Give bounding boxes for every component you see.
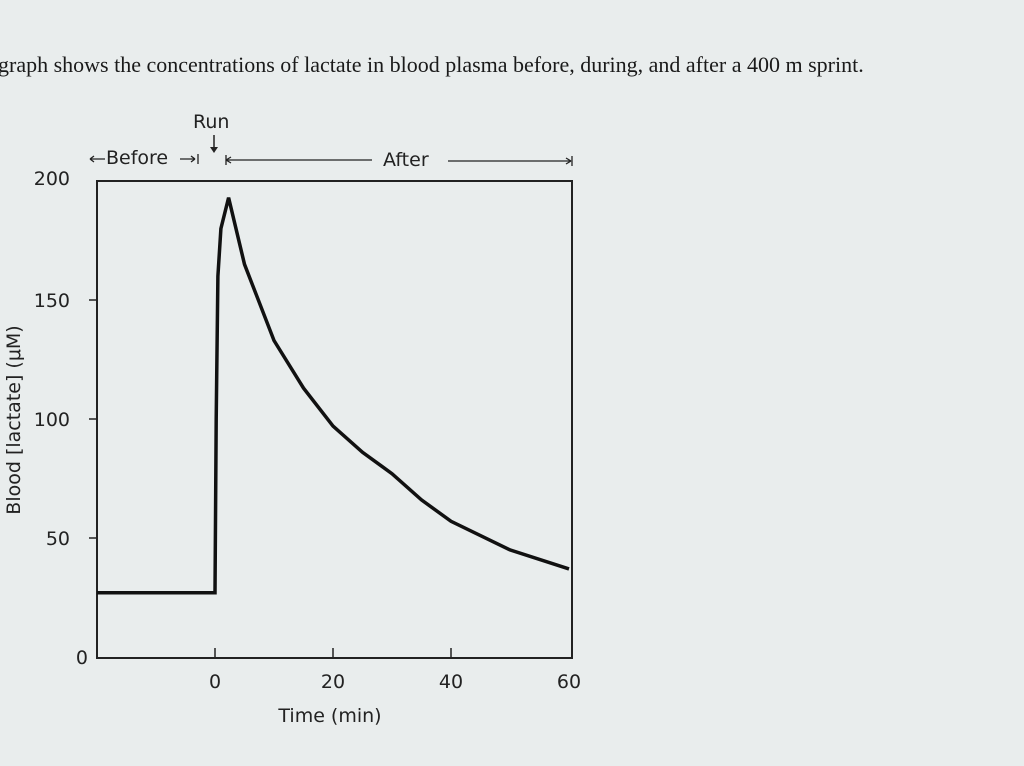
plot-frame — [96, 180, 573, 659]
before-label: Before — [106, 147, 168, 169]
after-label: After — [383, 149, 429, 171]
y-tick-label: 100 — [34, 409, 70, 431]
y-tick-label: 150 — [34, 290, 70, 312]
lactate-curve — [97, 197, 570, 595]
x-tick-label: 0 — [209, 671, 221, 693]
y-tick-label: 50 — [46, 528, 70, 550]
after-arrows — [225, 155, 573, 166]
x-tick-label: 20 — [321, 671, 345, 693]
before-arrows — [89, 154, 199, 164]
run-arrow-head — [210, 147, 218, 153]
x-axis-label: Time (min) — [277, 705, 381, 727]
y-tick-label: 200 — [34, 168, 70, 190]
y-axis-label: Blood [lactate] (μM) — [3, 325, 25, 514]
question-caption: graph shows the concentrations of lactat… — [0, 52, 864, 77]
y-tick-label: 0 — [76, 647, 88, 669]
x-tick-label: 60 — [557, 671, 581, 693]
run-label: Run — [193, 111, 229, 133]
x-tick-label: 40 — [439, 671, 463, 693]
